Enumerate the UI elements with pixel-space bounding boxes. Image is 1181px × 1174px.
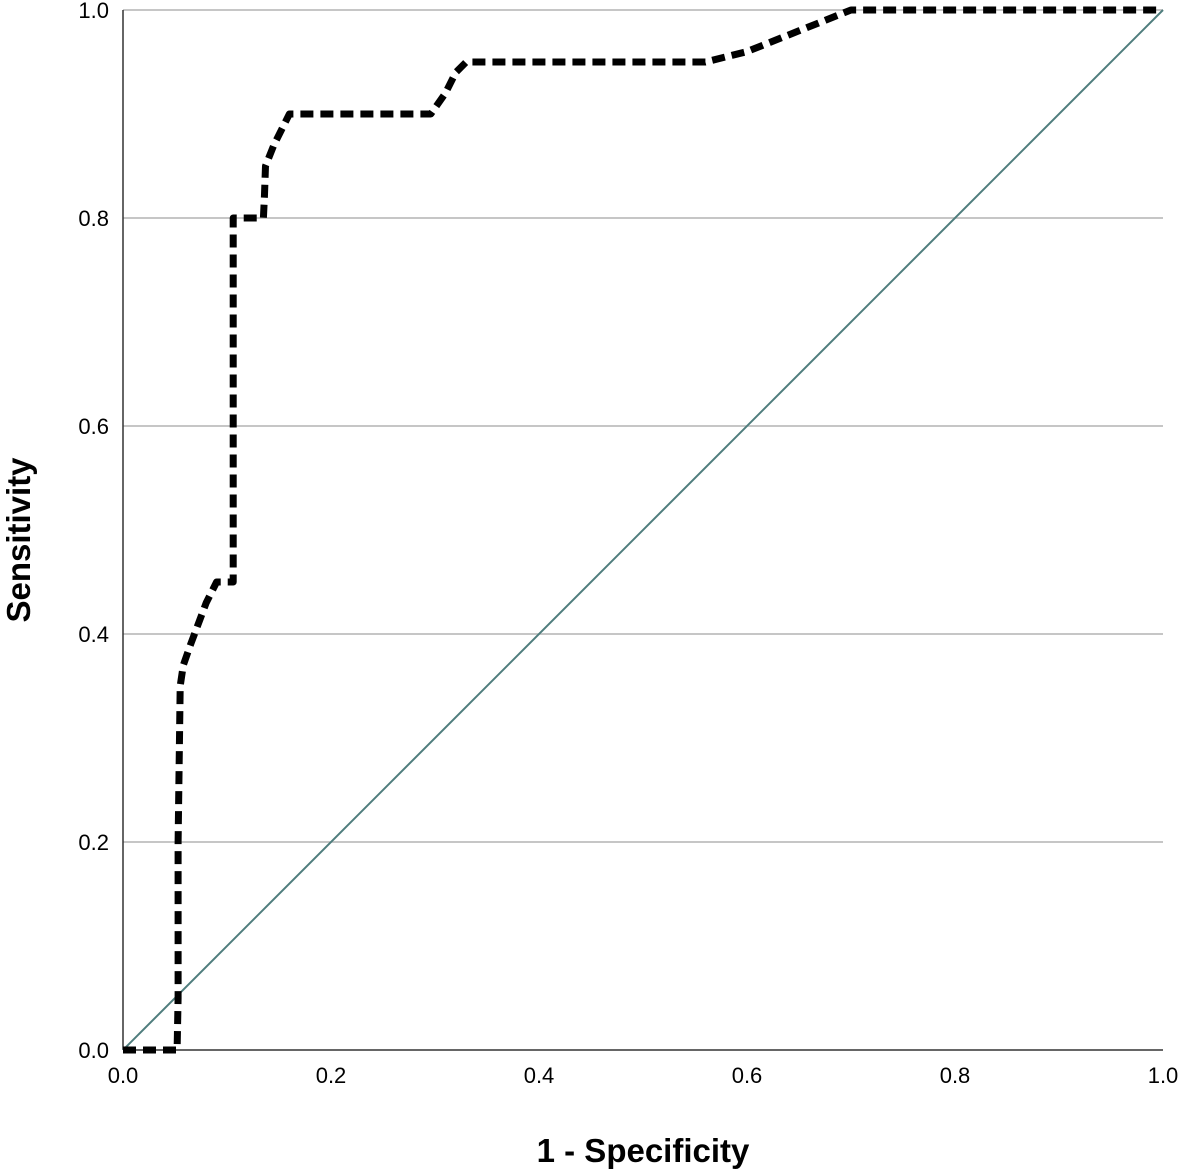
x-tick-label: 0.6 [732,1063,763,1088]
y-tick-label: 0.8 [78,206,109,231]
y-tick-label: 0.0 [78,1038,109,1063]
x-tick-label: 0.0 [108,1063,139,1088]
y-axis-title: Sensitivity [0,457,37,623]
x-tick-label: 0.4 [524,1063,555,1088]
x-tick-label: 1.0 [1148,1063,1179,1088]
y-tick-label: 0.6 [78,414,109,439]
x-tick-label: 0.8 [940,1063,971,1088]
reference-diagonal-line [122,9,1164,1051]
gridlines [123,9,1163,843]
roc-curve-line [123,6,1163,1054]
y-tick-label: 1.0 [78,0,109,23]
y-tick-labels: 0.0 0.2 0.4 0.6 0.8 1.0 [78,0,109,1063]
x-tick-label: 0.2 [316,1063,347,1088]
x-tick-labels: 0.0 0.2 0.4 0.6 0.8 1.0 [108,1063,1179,1088]
series [122,6,1164,1054]
x-axis-title: 1 - Specificity [537,1132,750,1169]
y-tick-label: 0.4 [78,622,109,647]
y-tick-label: 0.2 [78,830,109,855]
axes [122,10,1163,1051]
